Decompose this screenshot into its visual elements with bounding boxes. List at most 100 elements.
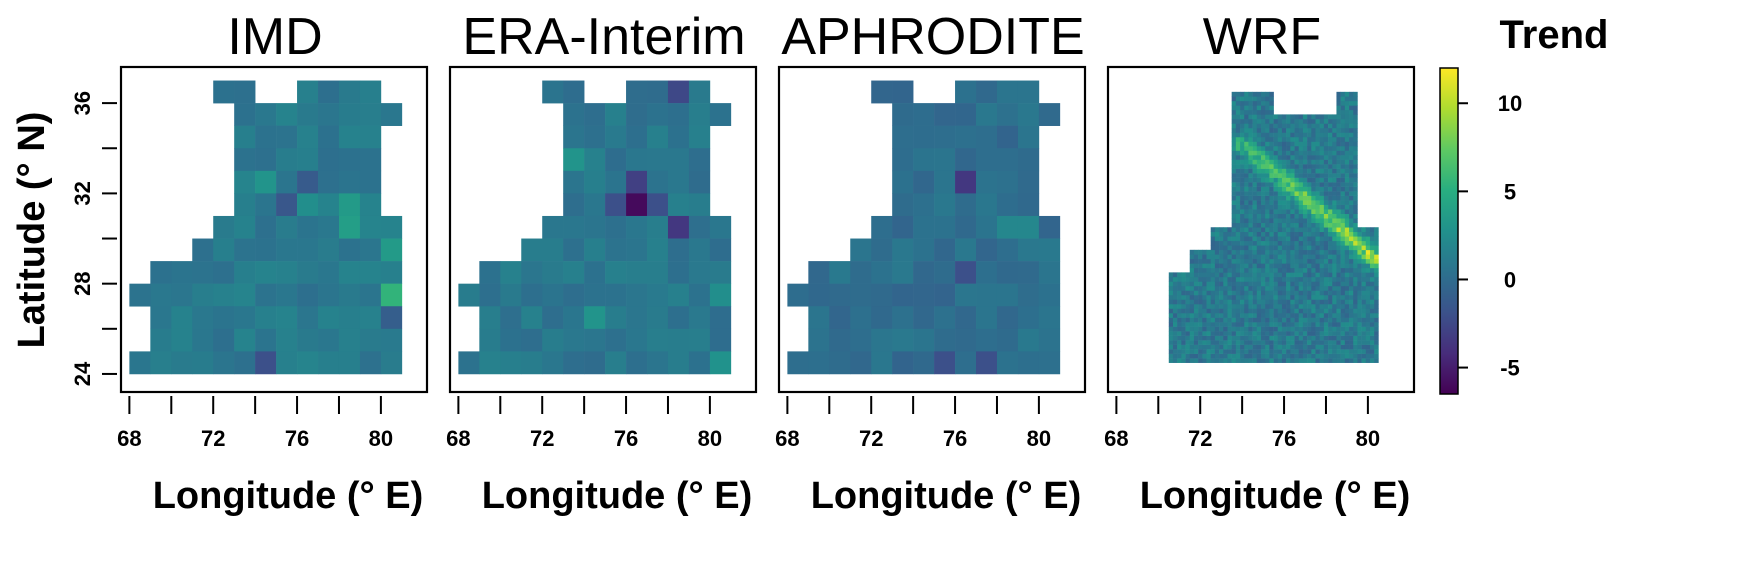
wrf-grid-cell — [1315, 127, 1320, 133]
wrf-grid-cell — [1210, 308, 1216, 314]
wrf-grid-cell — [1340, 358, 1346, 363]
wrf-grid-cell — [1286, 209, 1291, 214]
grid-cell — [584, 148, 606, 172]
grid-cell — [688, 283, 711, 307]
wrf-grid-cell — [1269, 173, 1274, 178]
wrf-grid-cell — [1286, 240, 1291, 246]
grid-cell — [871, 261, 893, 284]
wrf-grid-cell — [1269, 326, 1274, 332]
wrf-grid-cell — [1240, 308, 1245, 314]
wrf-grid-cell — [1336, 204, 1341, 210]
colorbar-tick-label: -5 — [1500, 356, 1520, 381]
wrf-grid-cell — [1332, 281, 1337, 287]
wrf-grid-cell — [1248, 168, 1253, 174]
wrf-grid-cell — [1231, 222, 1237, 228]
wrf-grid-cell — [1290, 322, 1295, 327]
wrf-grid-cell — [1286, 114, 1291, 120]
wrf-grid-cell — [1365, 349, 1371, 354]
grid-cell — [338, 80, 361, 104]
wrf-grid-cell — [1240, 200, 1245, 205]
wrf-grid-cell — [1336, 91, 1341, 97]
grid-cell — [563, 170, 585, 194]
wrf-grid-cell — [1168, 349, 1174, 354]
wrf-grid-cell — [1189, 308, 1195, 314]
grid-cell — [542, 351, 564, 375]
wrf-grid-cell — [1294, 213, 1300, 219]
wrf-grid-cell — [1281, 340, 1287, 345]
wrf-grid-cell — [1315, 141, 1320, 147]
wrf-grid-cell — [1298, 227, 1304, 233]
wrf-grid-cell — [1294, 231, 1300, 237]
wrf-grid-cell — [1273, 240, 1279, 246]
wrf-grid-cell — [1344, 127, 1350, 133]
wrf-grid-cell — [1323, 313, 1329, 318]
wrf-grid-cell — [1269, 322, 1274, 327]
wrf-grid-cell — [1357, 308, 1362, 314]
wrf-grid-cell — [1290, 326, 1295, 332]
grid-cell — [150, 283, 172, 307]
wrf-grid-cell — [1269, 240, 1274, 246]
wrf-grid-cell — [1328, 150, 1333, 156]
wrf-grid-cell — [1344, 335, 1350, 341]
wrf-grid-cell — [1311, 294, 1316, 300]
wrf-grid-cell — [1328, 127, 1333, 133]
wrf-grid-cell — [1344, 303, 1350, 309]
wrf-grid-cell — [1298, 313, 1304, 318]
wrf-grid-cell — [1336, 127, 1341, 133]
wrf-grid-cell — [1256, 141, 1262, 147]
wrf-grid-cell — [1332, 123, 1337, 129]
wrf-grid-cell — [1307, 200, 1312, 205]
wrf-grid-cell — [1281, 227, 1287, 233]
wrf-grid-cell — [1265, 114, 1270, 120]
wrf-grid-cell — [1290, 136, 1295, 142]
wrf-grid-cell — [1344, 276, 1350, 282]
wrf-grid-cell — [1265, 123, 1270, 129]
wrf-grid-cell — [1311, 213, 1316, 219]
wrf-grid-cell — [1311, 272, 1316, 278]
wrf-grid-cell — [1240, 109, 1245, 115]
wrf-grid-cell — [1185, 349, 1191, 354]
wrf-grid-cell — [1214, 236, 1220, 242]
wrf-grid-cell — [1252, 136, 1258, 142]
wrf-grid-cell — [1307, 141, 1312, 147]
wrf-grid-cell — [1328, 335, 1333, 341]
grid-cell — [213, 306, 235, 330]
wrf-grid-cell — [1202, 299, 1207, 305]
wrf-grid-cell — [1231, 209, 1237, 214]
wrf-grid-cell — [1223, 276, 1228, 282]
grid-cell — [913, 283, 935, 307]
wrf-grid-cell — [1298, 182, 1304, 187]
wrf-grid-cell — [1206, 313, 1211, 318]
wrf-grid-cell — [1261, 249, 1266, 255]
wrf-grid-cell — [1332, 177, 1337, 183]
grid-cell — [129, 351, 151, 375]
wrf-grid-cell — [1298, 263, 1304, 269]
wrf-grid-cell — [1374, 285, 1379, 291]
wrf-grid-cell — [1336, 267, 1341, 273]
wrf-grid-cell — [1365, 245, 1371, 251]
wrf-grid-cell — [1202, 358, 1207, 363]
wrf-grid-cell — [1269, 254, 1274, 260]
wrf-grid-cell — [1311, 308, 1316, 314]
wrf-grid-cell — [1281, 303, 1287, 309]
grid-cell — [688, 306, 711, 330]
wrf-grid-cell — [1261, 118, 1266, 124]
wrf-grid-cell — [1261, 132, 1266, 138]
wrf-grid-cell — [1281, 127, 1287, 133]
grid-cell — [605, 238, 627, 262]
wrf-grid-cell — [1307, 349, 1312, 354]
wrf-grid-cell — [1277, 200, 1283, 205]
wrf-grid-cell — [1302, 285, 1308, 291]
wrf-grid-cell — [1219, 290, 1224, 296]
wrf-grid-cell — [1202, 290, 1207, 296]
wrf-grid-cell — [1374, 340, 1379, 345]
wrf-grid-cell — [1189, 344, 1195, 350]
wrf-grid-cell — [1210, 317, 1216, 323]
wrf-grid-cell — [1244, 317, 1249, 323]
wrf-grid-cell — [1298, 276, 1304, 282]
grid-cell — [913, 261, 935, 284]
wrf-grid-cell — [1244, 240, 1249, 246]
wrf-grid-cell — [1256, 168, 1262, 174]
wrf-grid-cell — [1332, 155, 1337, 160]
grid-cell — [318, 306, 340, 330]
